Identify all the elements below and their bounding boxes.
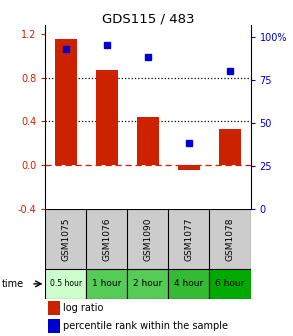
- Text: 4 hour: 4 hour: [174, 279, 204, 288]
- Bar: [168, 269, 209, 299]
- Bar: [209, 269, 251, 299]
- Text: 2 hour: 2 hour: [133, 279, 163, 288]
- Bar: [45, 269, 86, 299]
- Bar: [127, 269, 168, 299]
- Text: GSM1075: GSM1075: [62, 217, 70, 261]
- Text: GSM1077: GSM1077: [185, 217, 193, 261]
- Bar: [54, 39, 77, 165]
- Bar: [86, 269, 127, 299]
- Text: GSM1090: GSM1090: [144, 217, 152, 261]
- Text: log ratio: log ratio: [63, 303, 103, 313]
- Text: GSM1076: GSM1076: [103, 217, 111, 261]
- Text: GSM1078: GSM1078: [226, 217, 234, 261]
- Title: GDS115 / 483: GDS115 / 483: [102, 12, 194, 25]
- Text: 0.5 hour: 0.5 hour: [50, 279, 82, 288]
- Bar: [49, 319, 60, 333]
- Text: percentile rank within the sample: percentile rank within the sample: [63, 321, 228, 331]
- Bar: [219, 129, 241, 165]
- Bar: [178, 165, 200, 170]
- Bar: [49, 301, 60, 315]
- Text: 1 hour: 1 hour: [92, 279, 122, 288]
- Bar: [96, 70, 118, 165]
- Text: time: time: [1, 279, 24, 289]
- Text: 6 hour: 6 hour: [215, 279, 245, 288]
- Bar: [137, 117, 159, 165]
